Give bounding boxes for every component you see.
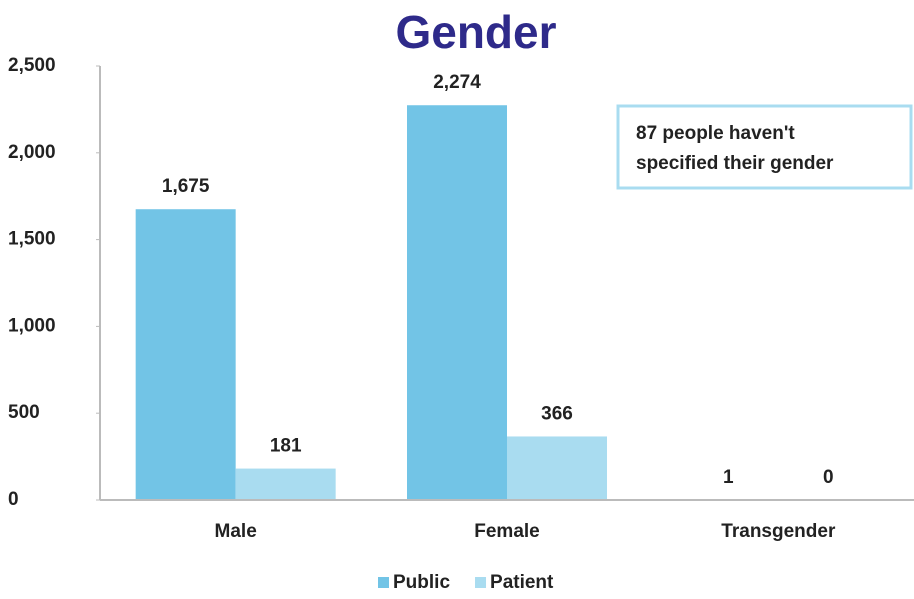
annotation: 87 people haven't: [636, 123, 795, 144]
annotation-box: [616, 104, 913, 190]
x-tick-label: Transgender: [721, 521, 836, 542]
data-label: 1,675: [162, 176, 210, 197]
x-tick-label: Female: [474, 521, 539, 542]
bar: [235, 468, 336, 500]
data-label: 1: [723, 467, 734, 488]
data-label: 366: [541, 403, 573, 424]
data-label: 0: [823, 467, 834, 488]
legend-label: Public: [393, 572, 450, 593]
y-tick-label: 1,500: [8, 229, 56, 250]
y-tick-label: 0: [8, 489, 19, 510]
y-tick-label: 1,000: [8, 315, 56, 336]
legend-swatch: [378, 577, 389, 588]
bar: [507, 436, 607, 500]
chart-title: Gender: [395, 6, 556, 58]
legend-label: Patient: [490, 572, 554, 593]
legend-swatch: [475, 577, 487, 588]
data-label: 2,274: [433, 72, 481, 93]
y-tick-label: 2,000: [8, 142, 56, 163]
y-tick-label: 2,500: [8, 55, 56, 76]
data-label: 181: [270, 436, 302, 457]
annotation: specified their gender: [636, 153, 834, 174]
x-tick-label: Male: [215, 521, 257, 542]
bar: [135, 209, 236, 500]
bar: [407, 105, 507, 501]
y-tick-label: 500: [8, 402, 40, 423]
